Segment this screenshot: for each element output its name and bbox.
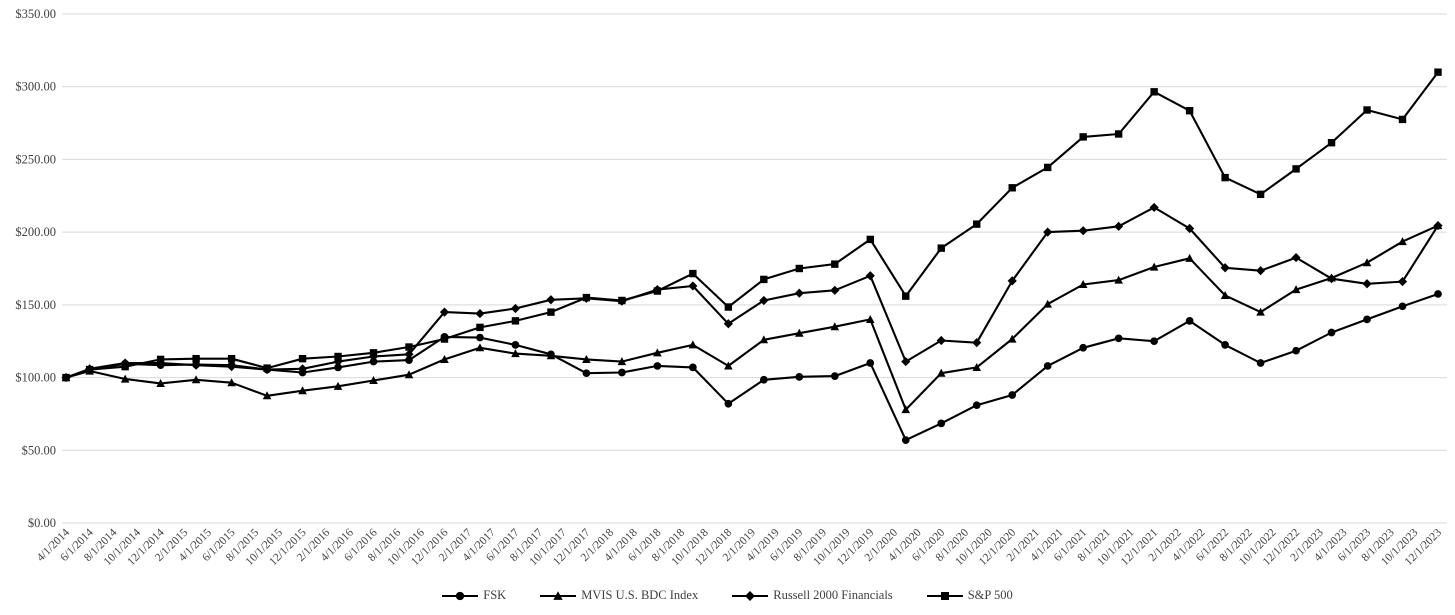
legend-label: MVIS U.S. BDC Index (581, 588, 699, 602)
legend-label: S&P 500 (967, 588, 1013, 602)
legend-label: FSK (483, 588, 507, 602)
y-tick-label: $200.00 (15, 225, 56, 239)
y-tick-label: $0.00 (28, 516, 56, 530)
diamond-marker-icon (732, 590, 769, 601)
legend-item-mvis-u-s-bdc-index: MVIS U.S. BDC Index (540, 588, 698, 603)
triangle-marker-icon (540, 590, 577, 600)
y-tick-label: $300.00 (15, 80, 56, 94)
y-tick-label: $350.00 (15, 7, 56, 21)
y-tick-label: $250.00 (15, 152, 56, 166)
legend-item-fsk: FSK (442, 588, 506, 603)
y-tick-label: $50.00 (22, 443, 56, 457)
series-mvis-u-s-bdc-index (61, 221, 1443, 414)
legend-label: Russell 2000 Financials (773, 588, 893, 602)
y-tick-label: $100.00 (15, 371, 56, 385)
series-russell-2000-financials (61, 202, 1443, 383)
series-s-p-500 (62, 68, 1442, 382)
y-tick-label: $150.00 (15, 298, 56, 312)
circle-marker-icon (442, 591, 479, 600)
gridlines (62, 13, 1447, 524)
chart-legend: FSK MVIS U.S. BDC Index Russell 2000 Finan… (0, 588, 1455, 603)
x-axis-tick-labels: 4/1/20146/1/20148/1/201410/1/201412/1/20… (35, 526, 1445, 568)
square-marker-icon (926, 591, 963, 600)
legend-item-russell-2000-financials: Russell 2000 Financials (732, 588, 893, 603)
y-axis-tick-labels: $0.00 $50.00 $100.00 $150.00 $200.00 $250.00 $… (15, 7, 56, 530)
legend-item-s-p-500: S&P 500 (926, 588, 1013, 603)
